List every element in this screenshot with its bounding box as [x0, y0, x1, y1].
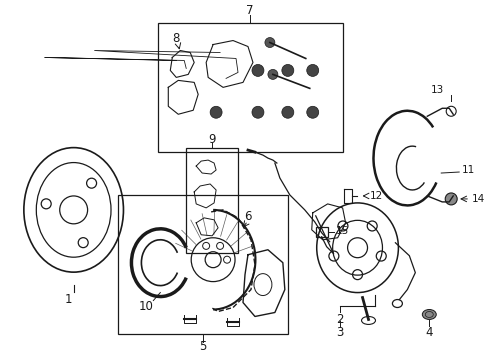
Text: 13: 13: [430, 85, 443, 95]
Bar: [158, 23, 342, 152]
Ellipse shape: [422, 310, 435, 319]
Bar: [315, 227, 327, 237]
Bar: [186, 148, 238, 253]
Circle shape: [281, 64, 293, 76]
Text: 15: 15: [335, 226, 348, 236]
Circle shape: [251, 64, 264, 76]
Text: 4: 4: [425, 326, 432, 339]
Circle shape: [264, 37, 274, 48]
Text: 12: 12: [369, 191, 382, 201]
Text: 5: 5: [199, 340, 206, 353]
Circle shape: [267, 69, 277, 80]
Text: 2: 2: [335, 313, 343, 326]
Circle shape: [210, 106, 222, 118]
Text: 6: 6: [244, 210, 251, 223]
Text: 1: 1: [65, 293, 72, 306]
Text: 9: 9: [208, 132, 215, 146]
Text: 3: 3: [335, 326, 343, 339]
Bar: [118, 195, 287, 334]
Text: 10: 10: [139, 300, 154, 313]
Text: 8: 8: [172, 32, 180, 45]
Circle shape: [444, 193, 456, 205]
Circle shape: [306, 106, 318, 118]
Text: 11: 11: [461, 165, 474, 175]
Text: 14: 14: [471, 194, 485, 204]
Text: 7: 7: [246, 4, 253, 17]
Circle shape: [306, 64, 318, 76]
Circle shape: [281, 106, 293, 118]
Circle shape: [251, 106, 264, 118]
